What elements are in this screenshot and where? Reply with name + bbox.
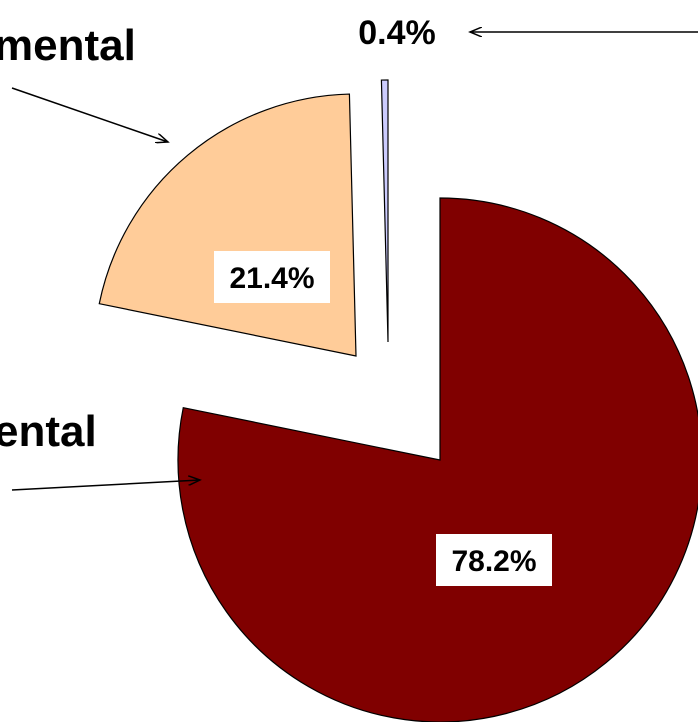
slice-0-4: [380, 79, 389, 343]
annotation-mid-left: ental: [0, 407, 97, 456]
label-21-4: 21.4%: [229, 262, 314, 295]
annotation-top-left: mental: [0, 21, 136, 70]
arrow-to-large-slice: [11, 480, 200, 491]
label-0-4: 0.4%: [358, 14, 436, 52]
label-78-2: 78.2%: [451, 545, 536, 578]
label-21-4-box: [214, 251, 330, 303]
slice-78-2: [177, 197, 698, 722]
arrow-to-peach-slice: [11, 87, 168, 142]
slice-21-4: [98, 93, 357, 357]
label-78-2-box: [436, 534, 552, 586]
